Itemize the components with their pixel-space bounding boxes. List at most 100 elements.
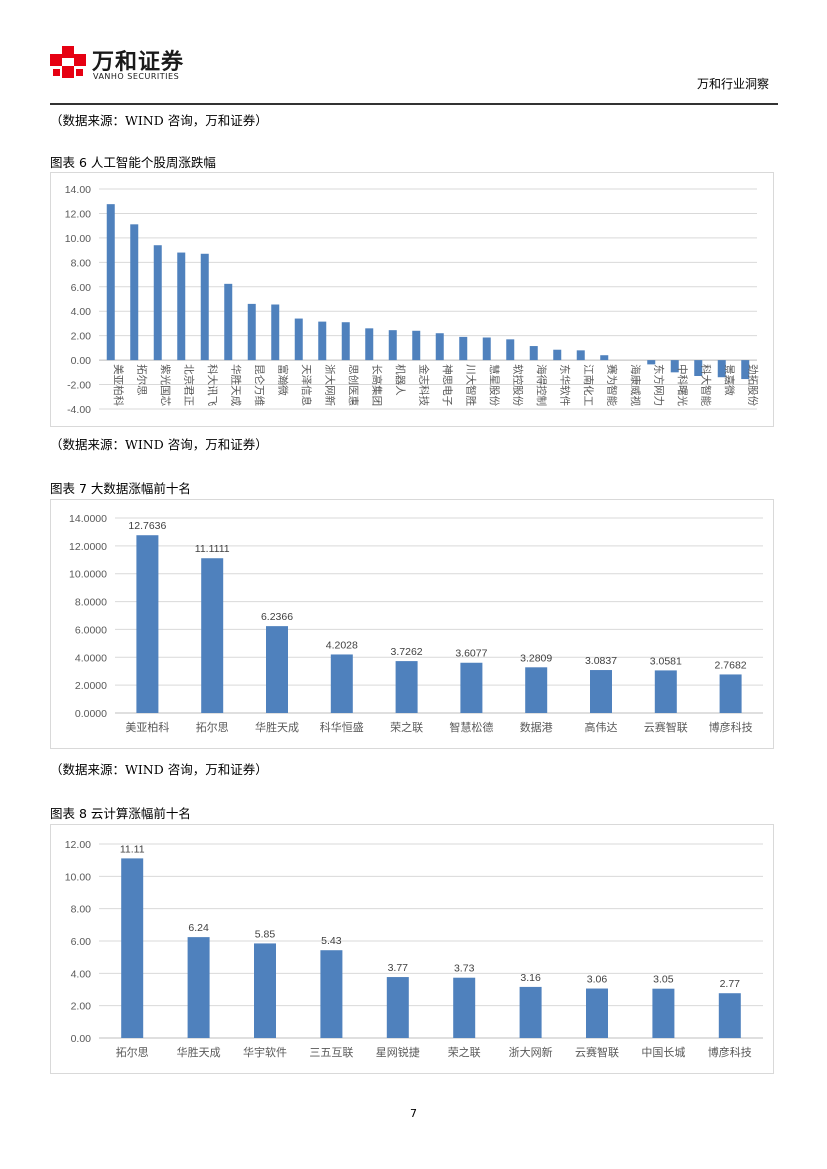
y-tick-label: 4.0000 bbox=[75, 652, 107, 664]
x-category-label: 荣之联 bbox=[390, 720, 423, 734]
y-tick-label: 4.00 bbox=[71, 968, 92, 980]
x-category-label: 海得控制 bbox=[535, 364, 548, 406]
bar bbox=[294, 318, 303, 361]
bar bbox=[330, 654, 353, 713]
y-tick-label: 12.00 bbox=[65, 839, 91, 851]
x-category-label: 华胜天成 bbox=[229, 364, 242, 406]
data-label: 6.24 bbox=[188, 922, 209, 934]
bar bbox=[718, 993, 741, 1038]
figure-8-title: 图表 8 云计算涨幅前十名 bbox=[50, 806, 191, 821]
bar bbox=[412, 330, 421, 361]
x-category-label: 江南化工 bbox=[582, 364, 595, 406]
bar bbox=[741, 360, 750, 380]
chart-cloud-svg: 12.00 10.00 8.00 6.00 4.00 2.00 0.00 11.11 拓尔思 6.… bbox=[65, 839, 763, 1059]
data-label: 5.43 bbox=[321, 935, 342, 947]
x-category-label: 东方网力 bbox=[652, 364, 665, 406]
data-label: 3.7262 bbox=[391, 646, 423, 658]
data-label: 2.7682 bbox=[715, 659, 747, 671]
y-tick-label: 14.0000 bbox=[69, 513, 107, 525]
x-category-label: 美亚柏科 bbox=[125, 720, 169, 734]
bar bbox=[177, 252, 186, 361]
x-category-label: 景嘉微 bbox=[723, 364, 736, 396]
x-category-label: 劲拓股份 bbox=[746, 364, 758, 406]
chart-ai-svg: 14.00 12.00 10.00 8.00 6.00 4.00 2.00 0.00 -2.00… bbox=[65, 184, 759, 416]
x-category-label: 富瀚微 bbox=[276, 364, 289, 396]
data-label: 6.2366 bbox=[261, 611, 293, 623]
x-category-label: 星网锐捷 bbox=[376, 1045, 420, 1059]
y-tick-label: 12.00 bbox=[65, 208, 91, 220]
report-name: 万和行业洞察 bbox=[696, 77, 769, 91]
bar bbox=[670, 360, 679, 373]
data-label: 11.1111 bbox=[195, 543, 230, 555]
data-label: 2.77 bbox=[720, 978, 741, 990]
bar bbox=[654, 670, 677, 713]
y-tick-label: 2.00 bbox=[71, 1001, 92, 1013]
x-category-label: 科大讯飞 bbox=[206, 364, 219, 406]
bar bbox=[719, 674, 742, 713]
bar bbox=[553, 349, 562, 361]
bar bbox=[506, 339, 515, 361]
y-tick-label: 0.00 bbox=[71, 355, 92, 367]
data-label: 3.06 bbox=[587, 974, 608, 986]
y-tick-label: 10.00 bbox=[65, 871, 91, 883]
x-category-label: 华胜天成 bbox=[255, 720, 299, 734]
y-tick-label: 8.0000 bbox=[75, 597, 107, 609]
figure-7-title: 图表 7 大数据涨幅前十名 bbox=[50, 481, 191, 496]
x-category-label: 东华软件 bbox=[558, 364, 571, 406]
company-logo: 万和证券 VANHO SECURITIES bbox=[50, 46, 190, 86]
x-category-label: 云赛智联 bbox=[575, 1045, 619, 1059]
x-category-label: 北京君正 bbox=[182, 364, 195, 406]
y-tick-label: 4.00 bbox=[71, 306, 92, 318]
data-label: 3.0581 bbox=[650, 655, 682, 667]
bar bbox=[576, 350, 585, 361]
y-tick-label: -2.00 bbox=[67, 380, 91, 392]
bar bbox=[121, 858, 144, 1038]
chart-cloud-computing-top10: 12.00 10.00 8.00 6.00 4.00 2.00 0.00 11.11 拓尔思 6.… bbox=[50, 824, 774, 1074]
bar bbox=[266, 626, 288, 713]
data-source-note: （数据来源：WIND 咨询，万和证券） bbox=[50, 113, 268, 128]
bar bbox=[365, 328, 374, 361]
y-tick-label: 6.00 bbox=[71, 282, 92, 294]
y-tick-label: 10.00 bbox=[65, 233, 91, 245]
x-category-label: 中国长城 bbox=[641, 1046, 685, 1059]
bar bbox=[187, 937, 210, 1038]
chart-big-data-top10: 14.0000 12.0000 10.0000 8.0000 6.0000 4.0000 2… bbox=[50, 499, 774, 749]
data-label: 12.7636 bbox=[128, 520, 166, 532]
bar bbox=[386, 977, 409, 1038]
x-category-label: 慧星股份 bbox=[488, 364, 501, 406]
page-number: 7 bbox=[410, 1107, 417, 1120]
x-category-label: 川大智胜 bbox=[464, 364, 477, 406]
bar bbox=[529, 346, 538, 361]
x-category-label: 浙大网新 bbox=[509, 1045, 553, 1059]
bar bbox=[435, 333, 444, 361]
bar bbox=[482, 337, 491, 361]
data-label: 3.2809 bbox=[520, 652, 552, 664]
x-category-label: 思创医惠 bbox=[347, 364, 360, 406]
bar bbox=[647, 360, 656, 365]
bar bbox=[200, 253, 209, 361]
x-category-label: 荣之联 bbox=[448, 1045, 481, 1059]
bar bbox=[590, 670, 612, 713]
x-category-label: 华胜天成 bbox=[177, 1045, 221, 1059]
x-category-label: 机器人 bbox=[394, 364, 407, 396]
x-category-label: 昆仑万维 bbox=[253, 364, 266, 406]
bar bbox=[254, 943, 276, 1038]
bar bbox=[153, 245, 162, 361]
x-category-label: 海康威视 bbox=[629, 364, 642, 406]
bar bbox=[586, 988, 608, 1038]
y-tick-label: 12.0000 bbox=[69, 541, 107, 553]
header-divider bbox=[50, 103, 778, 105]
x-category-label: 科华恒盛 bbox=[320, 720, 364, 734]
bar bbox=[247, 303, 256, 361]
x-category-label: 博彦科技 bbox=[708, 1045, 752, 1059]
bar bbox=[525, 667, 548, 713]
y-tick-label: 2.0000 bbox=[75, 680, 107, 692]
bar bbox=[136, 535, 159, 713]
x-category-label: 拓尔思 bbox=[196, 720, 229, 734]
bar bbox=[395, 661, 418, 713]
bar bbox=[388, 330, 397, 361]
chart-ai-stocks-weekly: 14.00 12.00 10.00 8.00 6.00 4.00 2.00 0.00 -2.00… bbox=[50, 172, 774, 427]
x-category-label: 紫光国芯 bbox=[159, 364, 172, 406]
x-category-label: 华宇软件 bbox=[243, 1045, 287, 1059]
y-tick-label: 8.00 bbox=[71, 257, 92, 269]
